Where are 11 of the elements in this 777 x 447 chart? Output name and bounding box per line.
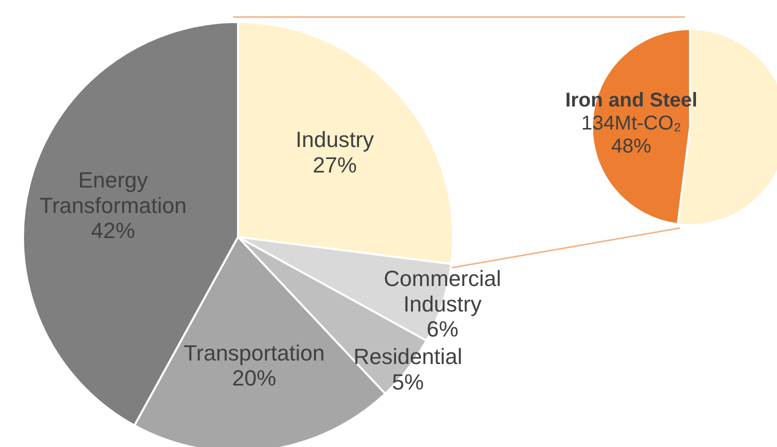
data-label: 27% (312, 152, 357, 177)
data-label: 48% (611, 135, 652, 158)
data-label: 5% (392, 368, 424, 394)
slice-label: Transportation (184, 340, 325, 365)
data-label: 42% (91, 218, 136, 243)
data-label: 6% (426, 316, 458, 342)
slice-label: Industry (296, 126, 374, 152)
slice-label: Energy Transformation (39, 167, 187, 218)
slice-label: Residential (353, 344, 462, 369)
data-label: 20% (232, 365, 276, 390)
slice-label: Commercial Industry (384, 266, 502, 316)
